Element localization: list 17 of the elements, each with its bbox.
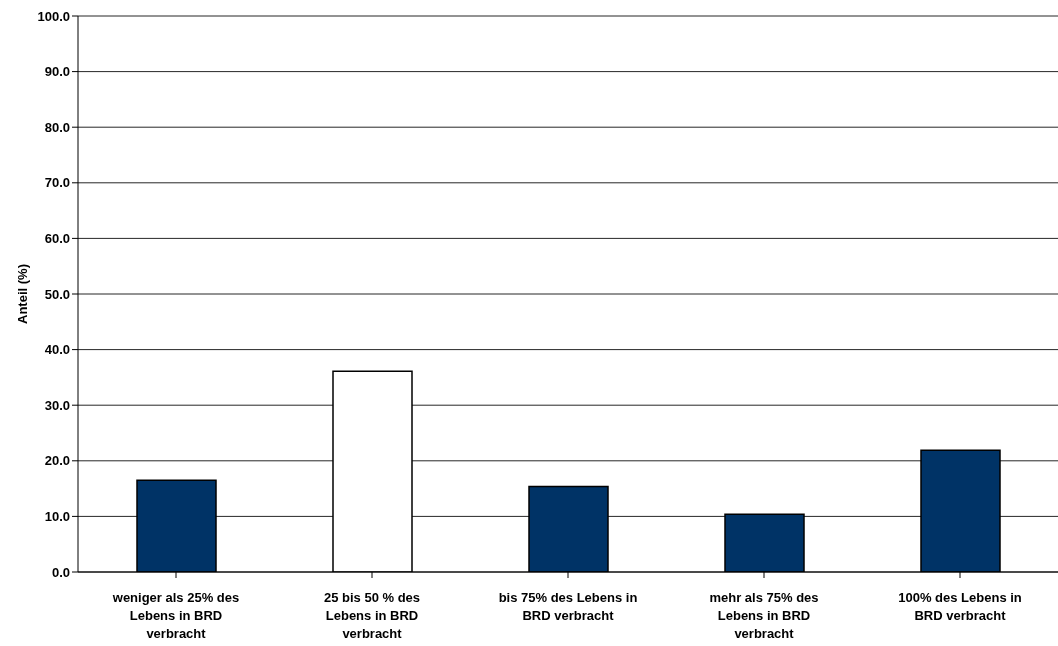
y-tick-label: 60.0 xyxy=(44,231,70,247)
y-tick-label: 50.0 xyxy=(44,286,70,302)
y-tick-label: 0.0 xyxy=(51,564,70,580)
y-axis-title: Anteil (%) xyxy=(14,264,30,324)
x-tick-label: mehr als 75% des Lebens in BRD verbracht xyxy=(709,590,819,641)
y-tick-label: 30.0 xyxy=(44,397,70,413)
y-tick-label: 90.0 xyxy=(44,64,70,80)
x-tick-label: weniger als 25% des Lebens in BRD verbracht xyxy=(111,590,240,641)
y-tick-label: 10.0 xyxy=(44,509,70,525)
y-tick-label: 40.0 xyxy=(44,342,70,358)
x-tick-label: 100% des Lebens in BRD verbracht xyxy=(898,590,1022,623)
y-tick-label: 80.0 xyxy=(44,119,70,135)
x-tick-label: bis 75% des Lebens in BRD verbracht xyxy=(498,590,638,623)
x-tick-label: 25 bis 50 % des Lebens in BRD verbracht xyxy=(323,590,421,641)
y-tick-label: 20.0 xyxy=(44,453,70,469)
y-tick-label: 70.0 xyxy=(44,175,70,191)
y-tick-label: 100.0 xyxy=(37,8,70,24)
